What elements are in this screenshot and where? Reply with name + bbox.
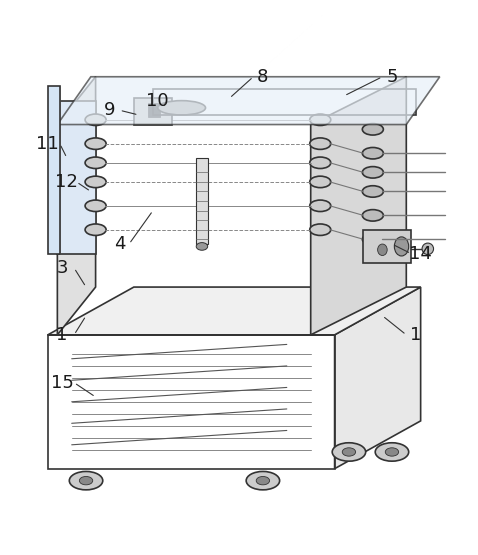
Ellipse shape xyxy=(310,138,331,149)
Text: 8: 8 xyxy=(257,68,269,85)
Text: 14: 14 xyxy=(409,245,432,263)
Text: 12: 12 xyxy=(55,173,78,191)
Bar xyxy=(363,230,411,263)
Ellipse shape xyxy=(85,176,106,188)
Ellipse shape xyxy=(310,176,331,188)
Ellipse shape xyxy=(362,186,383,197)
Polygon shape xyxy=(57,77,96,335)
Bar xyxy=(48,86,60,254)
Ellipse shape xyxy=(256,476,270,485)
Ellipse shape xyxy=(246,471,280,490)
Ellipse shape xyxy=(362,210,383,221)
Ellipse shape xyxy=(69,471,103,490)
Bar xyxy=(134,98,172,124)
Ellipse shape xyxy=(342,448,356,456)
Text: 10: 10 xyxy=(146,92,169,110)
Ellipse shape xyxy=(79,476,93,485)
Ellipse shape xyxy=(310,114,331,125)
Polygon shape xyxy=(48,287,421,335)
Text: 1: 1 xyxy=(410,326,422,344)
Ellipse shape xyxy=(158,100,206,115)
Ellipse shape xyxy=(332,443,366,461)
Text: 5: 5 xyxy=(386,68,398,85)
Ellipse shape xyxy=(85,224,106,235)
Ellipse shape xyxy=(385,448,399,456)
Text: 1: 1 xyxy=(56,326,68,344)
Ellipse shape xyxy=(196,243,207,250)
Bar xyxy=(148,103,160,117)
Ellipse shape xyxy=(375,443,409,461)
Bar xyxy=(153,89,416,115)
Ellipse shape xyxy=(85,200,106,211)
Ellipse shape xyxy=(85,157,106,169)
Ellipse shape xyxy=(378,244,387,255)
Ellipse shape xyxy=(310,224,331,235)
Text: 4: 4 xyxy=(114,235,125,253)
Ellipse shape xyxy=(422,243,434,255)
Ellipse shape xyxy=(310,200,331,211)
Bar xyxy=(196,158,208,244)
Ellipse shape xyxy=(394,237,409,256)
Ellipse shape xyxy=(362,234,383,245)
Polygon shape xyxy=(57,77,440,124)
Text: 3: 3 xyxy=(56,259,68,277)
Ellipse shape xyxy=(362,148,383,159)
Ellipse shape xyxy=(362,124,383,135)
Text: 9: 9 xyxy=(104,101,116,119)
Ellipse shape xyxy=(85,138,106,149)
Bar xyxy=(48,335,335,469)
Text: 15: 15 xyxy=(51,374,74,392)
Polygon shape xyxy=(335,287,421,469)
Bar xyxy=(57,100,96,254)
Ellipse shape xyxy=(85,114,106,125)
Ellipse shape xyxy=(362,166,383,178)
Ellipse shape xyxy=(310,157,331,169)
Polygon shape xyxy=(311,77,406,335)
Text: 11: 11 xyxy=(36,135,59,153)
